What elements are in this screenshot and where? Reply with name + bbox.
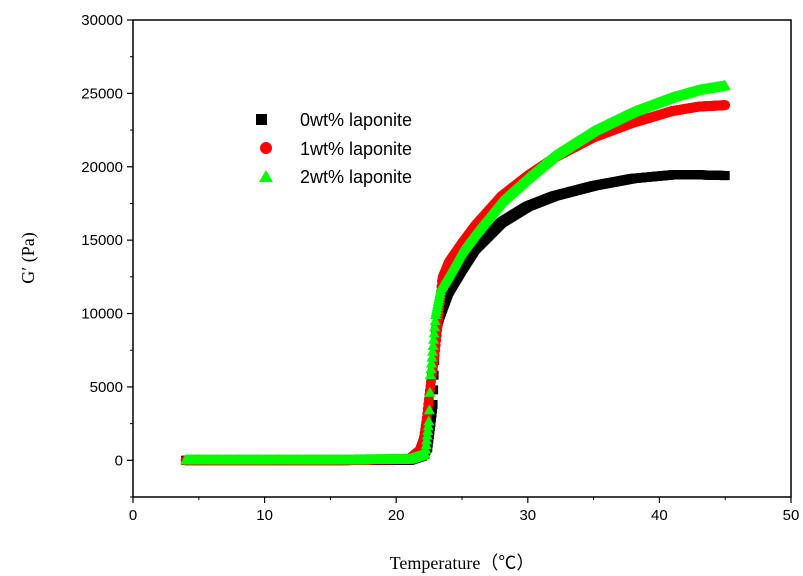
data-point bbox=[428, 333, 440, 344]
x-tick-label: 30 bbox=[519, 507, 536, 524]
y-tick-label: 10000 bbox=[81, 306, 123, 323]
series-0 bbox=[181, 170, 730, 465]
x-axis-title: Temperature（℃） bbox=[390, 553, 535, 573]
x-tick-label: 20 bbox=[388, 507, 405, 524]
data-point bbox=[424, 386, 436, 397]
y-tick-label: 20000 bbox=[81, 159, 123, 176]
series-layer bbox=[180, 80, 731, 466]
data-point bbox=[719, 80, 731, 91]
ticks-layer: 0 10 20 30 40 50 0 5000 10000 15000 20000 25000 3000… bbox=[81, 12, 799, 524]
data-point bbox=[424, 369, 436, 380]
legend: 0wt% laponite 1wt% laponite 2wt% laponit… bbox=[256, 110, 412, 187]
legend-marker-2wt bbox=[259, 170, 273, 182]
y-tick-label: 25000 bbox=[81, 85, 123, 102]
x-tick-label: 40 bbox=[651, 507, 668, 524]
x-tick-label: 50 bbox=[783, 507, 800, 524]
y-axis-title: G′ (Pa) bbox=[18, 232, 39, 283]
y-tick-label: 15000 bbox=[81, 232, 123, 249]
data-point bbox=[429, 321, 441, 332]
data-point bbox=[427, 345, 439, 356]
y-tick-label: 0 bbox=[115, 452, 123, 469]
legend-label-0wt: 0wt% laponite bbox=[300, 110, 412, 130]
data-point bbox=[720, 171, 730, 181]
x-tick-label: 0 bbox=[129, 507, 137, 524]
data-point bbox=[423, 404, 435, 415]
legend-marker-1wt bbox=[260, 142, 272, 154]
data-point bbox=[425, 363, 437, 374]
data-point bbox=[427, 339, 439, 350]
legend-label-2wt: 2wt% laponite bbox=[300, 167, 412, 187]
data-point bbox=[425, 357, 437, 368]
y-tick-label: 5000 bbox=[90, 379, 123, 396]
series-2 bbox=[180, 80, 731, 465]
legend-marker-0wt bbox=[256, 114, 267, 125]
legend-label-1wt: 1wt% laponite bbox=[300, 139, 412, 159]
data-point bbox=[426, 351, 438, 362]
data-point bbox=[428, 327, 440, 338]
x-tick-label: 10 bbox=[256, 507, 273, 524]
data-point bbox=[423, 415, 435, 426]
data-point bbox=[720, 100, 731, 111]
y-tick-label: 30000 bbox=[81, 12, 123, 29]
data-point bbox=[429, 315, 441, 326]
